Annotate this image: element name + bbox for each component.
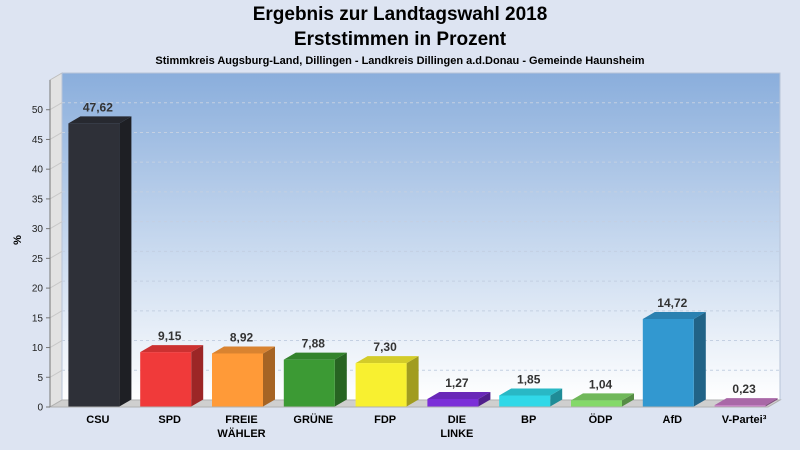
- data-label: 14,72: [657, 296, 687, 310]
- bar-front: [499, 395, 551, 407]
- bar: [642, 311, 706, 407]
- bar-top: [642, 311, 706, 319]
- data-label: 1,85: [517, 373, 541, 387]
- y-tick-label: 20: [32, 284, 44, 295]
- bar-side: [550, 388, 563, 407]
- bar-top: [571, 393, 634, 401]
- bar-top: [140, 345, 204, 353]
- x-tick-label: V-Partei³: [722, 414, 767, 426]
- bar: [212, 346, 275, 407]
- x-tick-label: DIE: [448, 414, 466, 426]
- x-tick-label: SPD: [158, 414, 181, 426]
- plot-side-wall: [49, 72, 63, 408]
- bar: [140, 345, 204, 407]
- y-axis-label: %: [12, 235, 24, 245]
- x-tick-label: FDP: [374, 414, 396, 426]
- y-tick-label: 45: [32, 135, 44, 146]
- x-tick-label: FREIE: [225, 414, 257, 426]
- bar-front: [140, 352, 192, 407]
- x-tick-label: AfD: [663, 414, 683, 426]
- bar-side: [334, 352, 347, 407]
- gridline-side: [49, 161, 63, 170]
- bar: [714, 398, 778, 407]
- bar-front: [283, 359, 335, 407]
- bar-front: [427, 398, 479, 407]
- bar-top: [212, 346, 275, 354]
- y-tick-label: 50: [32, 105, 44, 116]
- bar-side: [119, 116, 132, 407]
- x-tick-label: BP: [521, 414, 536, 426]
- bar: [283, 352, 347, 407]
- gridline-side: [49, 250, 63, 259]
- bar-side: [406, 356, 419, 407]
- bar-front: [714, 405, 766, 407]
- bar-front: [355, 363, 407, 407]
- gridline-side: [49, 221, 63, 230]
- bar-top: [714, 398, 778, 406]
- gridline-side: [49, 369, 63, 378]
- bar-side: [765, 398, 778, 407]
- x-tick-label: ÖDP: [589, 413, 613, 426]
- bar-side: [693, 311, 706, 407]
- data-label: 47,62: [83, 100, 113, 114]
- gridline-side: [49, 310, 63, 319]
- chart-description: Stimmkreis Augsburg-Land, Dillingen - La…: [155, 55, 645, 67]
- bar: [499, 388, 563, 407]
- y-tick-label: 30: [32, 224, 44, 235]
- chart-title: Ergebnis zur Landtagswahl 2018: [252, 4, 548, 25]
- x-tick-label: GRÜNE: [293, 413, 333, 426]
- gridline-side: [49, 280, 63, 289]
- bar-top: [355, 356, 419, 364]
- bar-top: [283, 352, 347, 360]
- y-tick-label: 25: [32, 254, 44, 265]
- data-label: 7,30: [373, 340, 397, 354]
- y-tick-label: 35: [32, 194, 44, 205]
- gridline-side: [49, 102, 63, 111]
- bar: [68, 116, 132, 407]
- y-tick-label: 10: [32, 343, 44, 354]
- data-label: 8,92: [230, 330, 254, 344]
- x-tick-label: WÄHLER: [217, 427, 265, 440]
- data-label: 7,88: [302, 337, 326, 351]
- bar-side: [478, 391, 491, 407]
- bar-side: [622, 393, 634, 407]
- bar-front: [571, 400, 622, 407]
- y-tick-label: 5: [37, 373, 43, 384]
- bar-front: [642, 318, 694, 407]
- bar-top: [68, 116, 132, 124]
- bar-side: [263, 346, 275, 407]
- bar-front: [212, 353, 263, 407]
- y-tick-label: 40: [32, 165, 44, 176]
- data-label: 9,15: [158, 329, 182, 343]
- data-label: 1,04: [589, 377, 613, 391]
- chart-subtitle: Erststimmen in Prozent: [293, 29, 507, 50]
- y-tick-label: 15: [32, 313, 44, 324]
- gridline-side: [49, 340, 63, 348]
- x-tick-label: CSU: [86, 414, 109, 426]
- gridline-side: [49, 191, 63, 200]
- bar-top: [499, 388, 563, 396]
- data-label: 1,27: [445, 376, 469, 390]
- x-tick-label: LINKE: [440, 428, 473, 440]
- data-label: 0,23: [732, 382, 756, 396]
- bar: [427, 391, 491, 407]
- bar-front: [68, 123, 120, 407]
- y-tick-label: 0: [37, 403, 43, 414]
- gridline-side: [49, 132, 63, 140]
- bar-top: [427, 391, 491, 399]
- bar: [355, 356, 419, 407]
- bar-side: [191, 345, 204, 407]
- bar: [571, 393, 634, 407]
